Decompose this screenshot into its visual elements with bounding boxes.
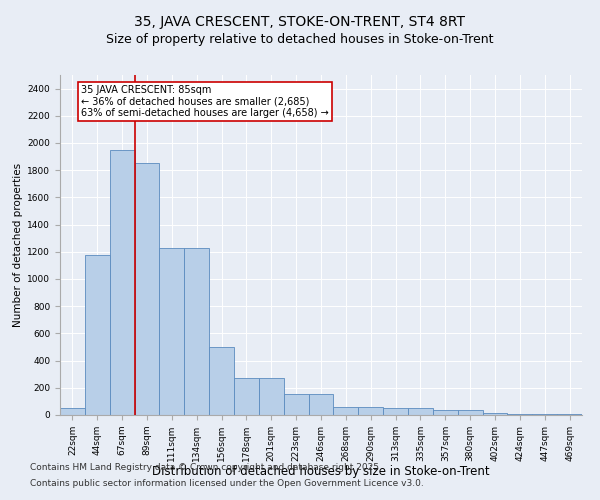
Text: 35 JAVA CRESCENT: 85sqm
← 36% of detached houses are smaller (2,685)
63% of semi: 35 JAVA CRESCENT: 85sqm ← 36% of detache… [81,85,329,118]
Bar [134,164,160,415]
Bar [308,394,334,415]
Bar [110,150,134,415]
Text: Contains HM Land Registry data © Crown copyright and database right 2025.: Contains HM Land Registry data © Crown c… [30,464,382,472]
Bar [284,394,308,415]
Bar [383,408,408,415]
Bar [458,410,482,415]
Text: 35, JAVA CRESCENT, STOKE-ON-TRENT, ST4 8RT: 35, JAVA CRESCENT, STOKE-ON-TRENT, ST4 8… [134,15,466,29]
Bar [85,255,110,415]
Bar [358,407,383,415]
Bar [209,347,234,415]
Bar [234,378,259,415]
Bar [532,414,557,415]
Bar [334,407,358,415]
Bar [60,408,85,415]
Y-axis label: Number of detached properties: Number of detached properties [13,163,23,327]
Bar [184,248,209,415]
X-axis label: Distribution of detached houses by size in Stoke-on-Trent: Distribution of detached houses by size … [152,466,490,478]
Text: Contains public sector information licensed under the Open Government Licence v3: Contains public sector information licen… [30,478,424,488]
Bar [160,248,184,415]
Bar [482,414,508,415]
Bar [433,410,458,415]
Bar [408,408,433,415]
Text: Size of property relative to detached houses in Stoke-on-Trent: Size of property relative to detached ho… [106,32,494,46]
Bar [508,414,532,415]
Bar [557,414,582,415]
Bar [259,378,284,415]
